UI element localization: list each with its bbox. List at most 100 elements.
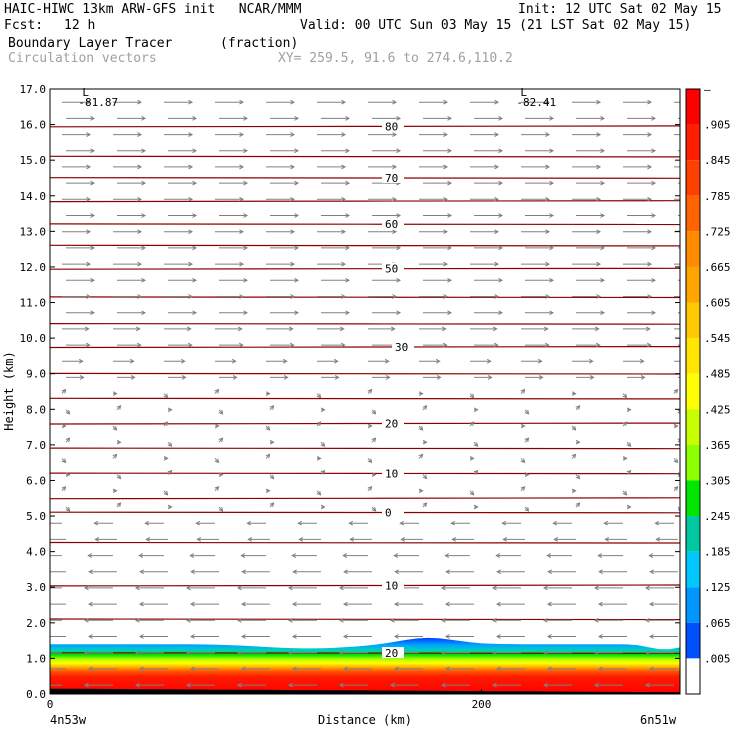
- circulation-vector: [317, 261, 347, 267]
- circulation-vector: [627, 277, 657, 283]
- circulation-vector: [576, 180, 606, 186]
- colorbar-label: .065: [704, 617, 731, 630]
- circulation-vector: [674, 166, 680, 168]
- circulation-vector: [321, 277, 351, 283]
- circulation-vector: [83, 617, 113, 623]
- isotherm-label: 10: [385, 579, 398, 592]
- x-axis-right-location: 6n51w: [640, 713, 677, 727]
- circulation-vector: [240, 634, 270, 639]
- circulation-vector: [423, 115, 453, 121]
- colorbar-label: .725: [704, 225, 731, 238]
- circulation-vector: [372, 148, 402, 154]
- isotherm-label: 70: [385, 172, 398, 185]
- isotherm-label: 50: [385, 263, 398, 276]
- circulation-vector: [575, 474, 581, 480]
- circulation-vector: [214, 423, 220, 429]
- circulation-vector: [576, 375, 595, 380]
- circulation-vector: [168, 148, 198, 154]
- circulation-vector: [419, 164, 449, 170]
- circulation-vector: [287, 682, 317, 688]
- circulation-vector: [674, 101, 680, 103]
- circulation-vector: [423, 148, 453, 154]
- circulation-vector: [644, 650, 674, 656]
- circulation-vector: [546, 666, 576, 672]
- circulation-vector: [189, 553, 215, 558]
- circulation-vector: [163, 421, 169, 427]
- y-axis-title: Height (km): [2, 351, 16, 430]
- circulation-vector: [50, 522, 62, 524]
- colorbar-swatch: [686, 195, 700, 232]
- circulation-vector: [622, 393, 628, 399]
- circulation-vector: [321, 115, 351, 121]
- circulation-vector: [367, 423, 373, 429]
- circulation-vector: [321, 342, 346, 348]
- circulation-vector: [50, 555, 62, 557]
- circulation-vector: [189, 634, 219, 639]
- circulation-vector: [546, 553, 572, 558]
- colorbar-swatch: [686, 551, 700, 588]
- circulation-vector: [399, 520, 419, 526]
- circulation-vector: [546, 601, 576, 607]
- circulation-vector: [266, 229, 296, 235]
- circulation-vector: [349, 537, 372, 542]
- circulation-vector: [214, 388, 220, 394]
- y-tick-label: 2.0: [26, 617, 46, 630]
- circulation-vector: [673, 423, 679, 429]
- circulation-vector: [520, 458, 526, 464]
- circulation-vector: [520, 486, 526, 492]
- circulation-vector: [66, 180, 96, 186]
- circulation-vector: [215, 164, 245, 170]
- circulation-vector: [419, 99, 449, 105]
- low-value: -81.87: [78, 96, 118, 109]
- circulation-vector: [61, 486, 67, 492]
- circulation-vector: [422, 439, 428, 445]
- circulation-vector: [83, 650, 113, 656]
- x-axis-title: Distance (km): [318, 713, 412, 727]
- circulation-vector: [117, 148, 147, 154]
- circulation-vector: [269, 405, 275, 411]
- circulation-vector: [474, 277, 504, 283]
- circulation-vector: [215, 132, 245, 137]
- circulation-vector: [116, 502, 122, 508]
- colorbar-label: .005: [704, 652, 731, 665]
- circulation-vector: [138, 634, 168, 639]
- circulation-vectors: [50, 99, 680, 688]
- circulation-vector: [113, 261, 143, 267]
- colorbar-label: .125: [704, 581, 731, 594]
- circulation-vector: [470, 132, 500, 137]
- colorbar-label: .905: [704, 119, 731, 132]
- y-tick-label: 9.0: [26, 368, 46, 381]
- circulation-vector: [168, 277, 198, 283]
- isotherm-label-bg: [382, 506, 404, 518]
- y-tick-label: 12.0: [20, 261, 47, 274]
- circulation-vector: [50, 619, 62, 621]
- circulation-vector: [163, 393, 169, 399]
- circulation-vector: [368, 326, 396, 332]
- circulation-vector: [88, 569, 117, 575]
- circulation-vector: [270, 213, 300, 218]
- circulation-vector: [317, 294, 347, 299]
- circulation-vector: [266, 261, 296, 267]
- circulation-vector: [62, 326, 90, 332]
- circulation-vector: [520, 388, 526, 394]
- isotherm-label-bg: [382, 171, 404, 183]
- circulation-vector: [623, 229, 653, 235]
- circulation-vector: [491, 585, 521, 591]
- x-axis-left-location: 4n53w: [50, 713, 87, 727]
- circulation-vector: [168, 375, 187, 380]
- circulation-vector: [394, 569, 423, 575]
- circulation-vector: [423, 342, 448, 348]
- isotherm-line: [50, 447, 680, 450]
- circulation-vector: [470, 99, 500, 105]
- circulation-vector: [61, 388, 67, 394]
- circulation-vector: [138, 553, 164, 558]
- circulation-vector: [317, 229, 347, 235]
- circulation-vector: [266, 358, 288, 364]
- circulation-vector: [525, 213, 555, 218]
- y-tick-label: 10.0: [20, 332, 47, 345]
- circulation-vector: [269, 439, 275, 445]
- circulation-vector: [320, 441, 326, 447]
- circulation-vector: [343, 569, 372, 575]
- circulation-vector: [338, 650, 368, 656]
- circulation-vector: [571, 453, 577, 459]
